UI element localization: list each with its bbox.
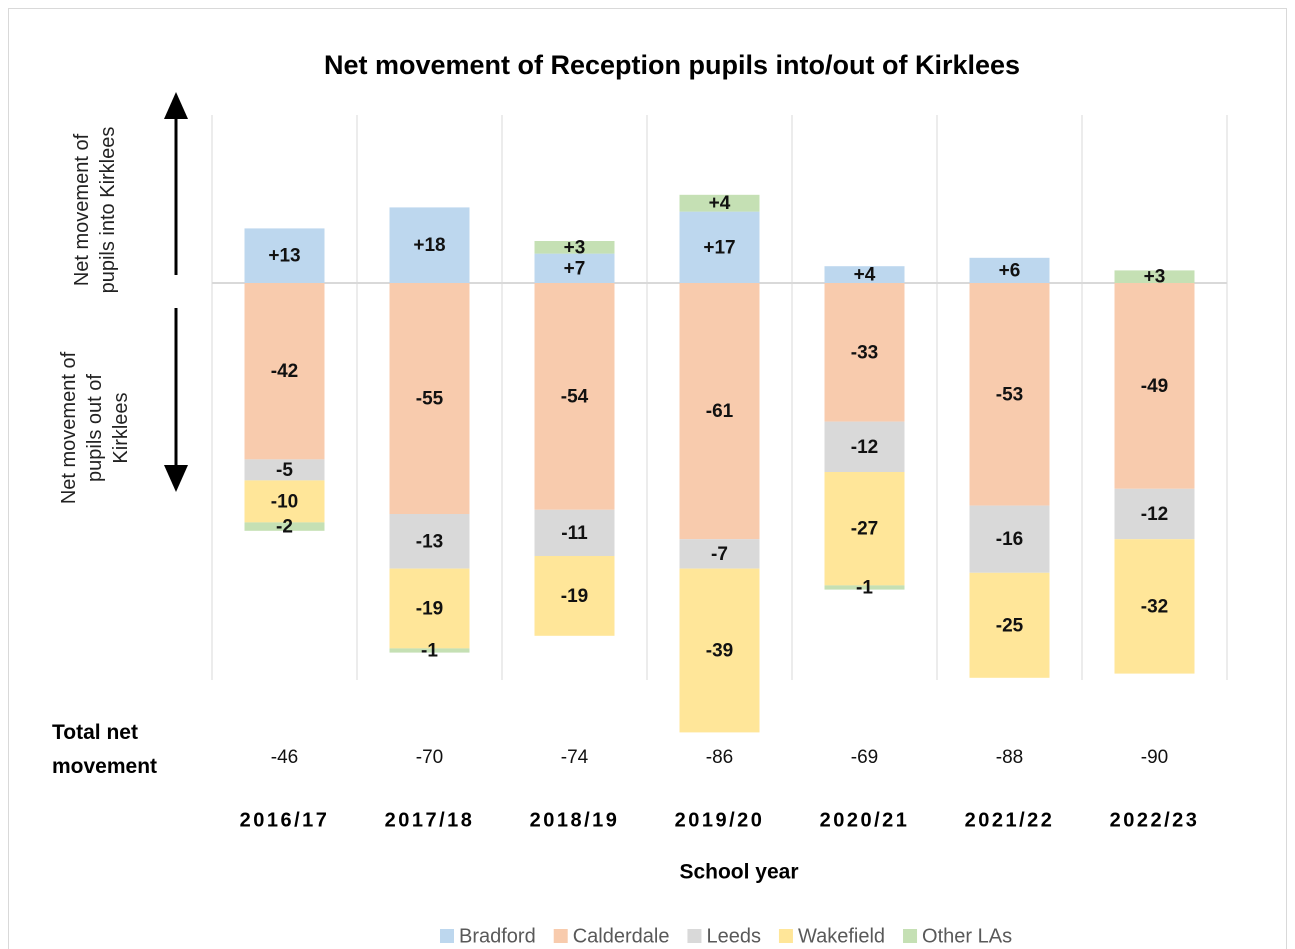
value-label: -55 — [416, 389, 444, 410]
bar-segment — [389, 568, 470, 649]
bar-segment — [969, 572, 1050, 678]
totals-label: Total net movement — [52, 721, 158, 778]
value-label: -13 — [416, 531, 443, 552]
value-label: -54 — [561, 386, 589, 407]
bar-segment — [824, 421, 905, 472]
value-label: -27 — [851, 519, 878, 540]
bar-segment — [679, 539, 760, 569]
bar-segment — [679, 283, 760, 540]
total-label: -88 — [996, 747, 1023, 768]
legend-label: Calderdale — [573, 925, 670, 947]
bar-segment — [824, 585, 905, 590]
total-label: -74 — [561, 747, 589, 768]
bar-segment — [534, 556, 615, 636]
annotation: Net movement of pupils into Kirklees — [71, 126, 119, 294]
x-tick-label: 2022/23 — [1110, 809, 1200, 831]
value-label: +4 — [709, 193, 731, 214]
value-label: -7 — [711, 544, 728, 565]
x-tick-label: 2016/17 — [240, 809, 330, 831]
legend-swatch — [778, 929, 793, 943]
value-label: -33 — [851, 342, 878, 363]
bar-segment — [389, 207, 470, 283]
bar-segment — [679, 568, 760, 733]
value-label: -32 — [1141, 596, 1168, 617]
bar-segment — [1114, 270, 1195, 283]
x-tick-label: 2021/22 — [965, 809, 1055, 831]
value-label: -5 — [276, 460, 293, 481]
value-label: -10 — [271, 491, 298, 512]
total-label: -46 — [271, 747, 298, 768]
bar-segment — [244, 283, 325, 460]
bar-segment — [534, 509, 615, 556]
value-label: -19 — [561, 586, 588, 607]
bar-segment — [534, 241, 615, 254]
legend-swatch — [553, 929, 568, 943]
value-label: -42 — [271, 361, 298, 382]
value-label: -1 — [856, 578, 873, 599]
chart-title: Net movement of Reception pupils into/ou… — [324, 50, 1020, 80]
bar-segment — [969, 257, 1050, 283]
value-label: -61 — [706, 401, 734, 422]
bar-segment — [1114, 539, 1195, 674]
total-label: -69 — [851, 747, 878, 768]
x-tick-label: 2019/20 — [675, 809, 765, 831]
total-label: -70 — [416, 747, 443, 768]
legend-label: Leeds — [706, 925, 761, 947]
value-label: -16 — [996, 529, 1023, 550]
value-label: -12 — [1141, 504, 1168, 525]
value-label: -1 — [421, 641, 438, 662]
x-axis-label: School year — [679, 861, 798, 884]
value-label: -25 — [996, 615, 1024, 636]
bar-segment — [389, 648, 470, 653]
value-label: +3 — [1144, 267, 1166, 288]
value-label: -39 — [706, 641, 733, 662]
value-label: -11 — [561, 523, 588, 544]
total-label: -90 — [1141, 747, 1168, 768]
value-label: +17 — [703, 237, 735, 258]
bar-segment — [969, 283, 1050, 506]
value-label: -19 — [416, 599, 443, 620]
legend-swatch — [687, 929, 702, 943]
annotation: Net movement of pupils out of Kirklees — [58, 351, 132, 505]
x-tick-label: 2018/19 — [530, 809, 620, 831]
legend-label: Bradford — [459, 925, 536, 947]
bar-segment — [824, 266, 905, 283]
x-tick-label: 2020/21 — [820, 809, 910, 831]
legend-swatch — [903, 929, 918, 943]
legend-label: Wakefield — [798, 925, 885, 947]
value-label: +7 — [564, 258, 586, 279]
value-label: +4 — [854, 265, 876, 286]
value-label: +3 — [564, 237, 586, 258]
value-label: -2 — [276, 517, 293, 538]
value-label: +18 — [413, 235, 445, 256]
bar-segment — [1114, 283, 1195, 489]
bar-segment — [244, 228, 325, 283]
bar-segment — [679, 211, 760, 283]
value-label: -53 — [996, 384, 1023, 405]
bar-segment — [389, 514, 470, 569]
bar-segment — [534, 283, 615, 510]
bar-segment — [969, 505, 1050, 573]
bar-segment — [244, 459, 325, 481]
value-label: -49 — [1141, 376, 1168, 397]
total-label: -86 — [706, 747, 733, 768]
bar-segment — [244, 522, 325, 531]
bar-segment — [389, 283, 470, 514]
bar-segment — [1114, 488, 1195, 540]
bar-segment — [534, 253, 615, 283]
value-label: -12 — [851, 437, 878, 458]
x-tick-label: 2017/18 — [385, 809, 475, 831]
legend-swatch — [440, 929, 454, 943]
bar-segment — [679, 194, 760, 212]
value-label: +6 — [999, 260, 1021, 281]
legend-label: Other LAs — [922, 925, 1012, 947]
value-label: +13 — [268, 246, 300, 267]
bar-segment — [244, 480, 325, 523]
bar-segment — [824, 283, 905, 422]
bar-segment — [824, 472, 905, 586]
